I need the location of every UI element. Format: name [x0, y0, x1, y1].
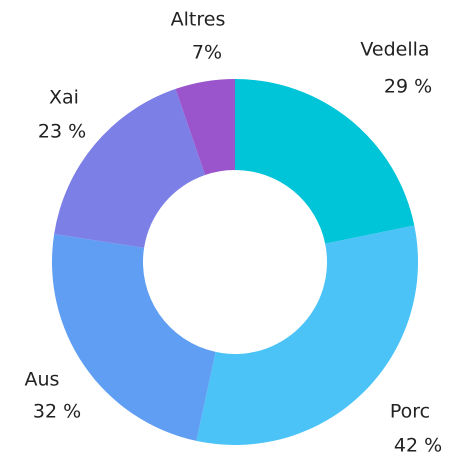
category-label: Xai — [49, 87, 79, 109]
donut-slice — [235, 79, 414, 244]
value-label: 42 % — [394, 435, 442, 457]
category-label: Altres — [171, 9, 226, 31]
donut-slice — [54, 89, 205, 248]
donut-slice — [196, 226, 418, 445]
category-label: Aus — [25, 369, 60, 391]
chart: Vedella 29 % Porc 42 % Aus 32 % Xai 23 % Altres 7… — [0, 0, 465, 459]
value-label: 29 % — [384, 76, 432, 98]
value-label: 23 % — [38, 121, 86, 143]
value-label: 32 % — [33, 401, 81, 423]
value-label: 7% — [192, 42, 222, 64]
category-label: Porc — [390, 401, 430, 423]
category-label: Vedella — [360, 39, 429, 61]
